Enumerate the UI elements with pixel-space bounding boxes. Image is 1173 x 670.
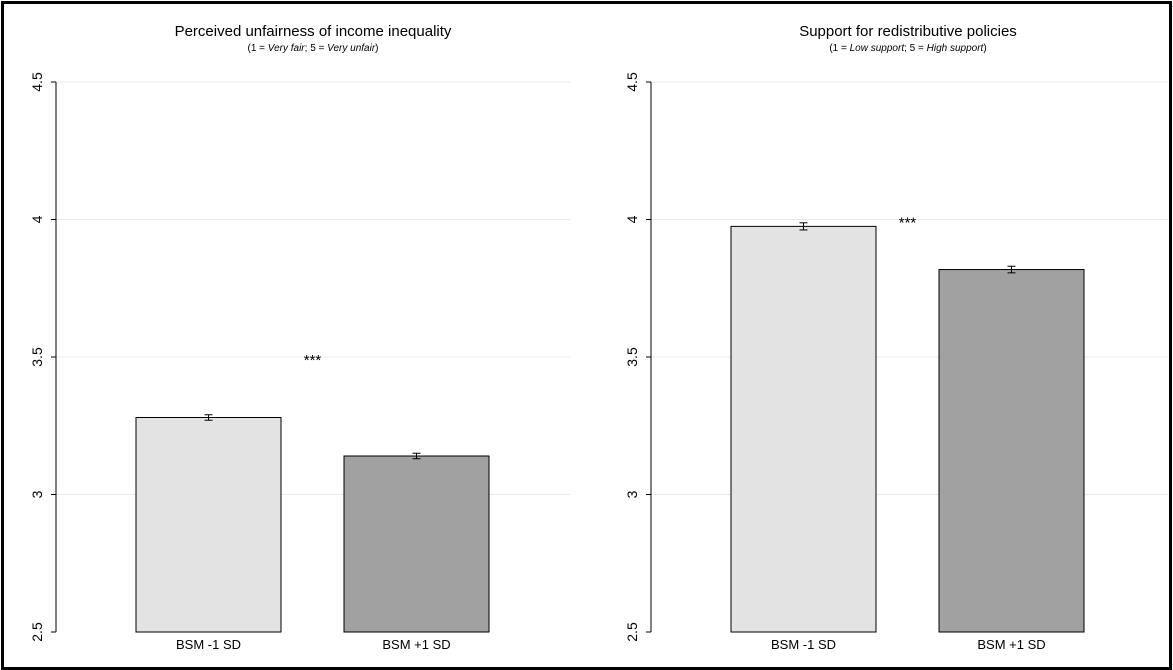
panel-2-subtitle-low: Low support (850, 43, 906, 54)
y-tick-label: 3.5 (624, 347, 640, 367)
panel-1-subtitle-sep: ; 5 = (305, 43, 328, 54)
x-category-label: BSM +1 SD (977, 637, 1045, 652)
panel-1-subtitle-prefix: (1 = (247, 43, 267, 54)
panel-2-subtitle-high: High support (927, 43, 985, 54)
y-tick-label: 3 (624, 490, 640, 498)
panel-1-subtitle: (1 = Very fair; 5 = Very unfair) (247, 43, 378, 54)
panel-1-subtitle-suffix: ) (375, 43, 378, 54)
y-tick-label: 2.5 (624, 622, 640, 642)
bar (135, 417, 282, 633)
y-tick-label: 3.5 (29, 347, 45, 367)
panel-2-subtitle-suffix: ) (983, 43, 986, 54)
significance-annotation: *** (899, 215, 917, 232)
panel-1-subtitle-high: Very unfair (327, 43, 376, 54)
y-tick-label: 4 (29, 215, 45, 223)
y-tick-label: 4 (624, 215, 640, 223)
panel-2-subtitle-prefix: (1 = (829, 43, 849, 54)
y-tick-label: 2.5 (29, 622, 45, 642)
x-category-label: BSM -1 SD (176, 637, 241, 652)
bar (343, 455, 490, 633)
panel-1-plot-area: 2.5 3 3.5 4 4.5 BSM -1 SD BSM +1 SD *** (29, 72, 570, 652)
bar (730, 225, 877, 633)
panel-2-subtitle: (1 = Low support; 5 = High support) (829, 43, 986, 54)
panel-2-title: Support for redistributive policies (799, 23, 1017, 40)
chart-panel-1: Perceived unfairness of income inequalit… (29, 23, 570, 652)
x-category-label: BSM +1 SD (382, 637, 450, 652)
x-category-label: BSM -1 SD (771, 637, 836, 652)
panel-1-subtitle-low: Very fair (268, 43, 306, 54)
y-tick-label: 4.5 (624, 72, 640, 92)
significance-annotation: *** (304, 352, 322, 369)
panel-2-plot-area: 2.5 3 3.5 4 4.5 BSM -1 SD BSM +1 SD *** (624, 72, 1168, 652)
y-tick-label: 3 (29, 490, 45, 498)
panel-1-title: Perceived unfairness of income inequalit… (175, 23, 452, 40)
y-tick-label: 4.5 (29, 72, 45, 92)
panel-2-subtitle-sep: ; 5 = (904, 43, 927, 54)
bar (938, 269, 1085, 633)
chart-panel-2: Support for redistributive policies (1 =… (624, 23, 1168, 652)
